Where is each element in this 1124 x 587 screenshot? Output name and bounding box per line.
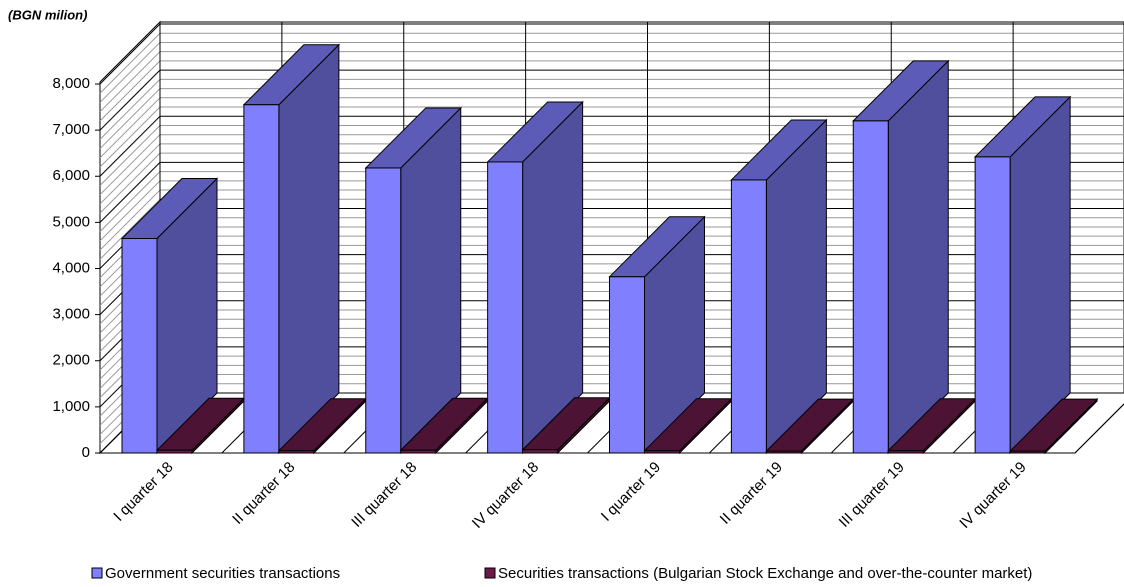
bar: [609, 276, 645, 454]
grid-line: [99, 69, 161, 131]
bar: [974, 156, 1011, 454]
y-tick-label: 7,000: [52, 121, 90, 138]
bar-side: [278, 43, 340, 455]
x-tick-label: II quarter 18: [229, 459, 298, 528]
minor-grid: [99, 78, 161, 140]
bar: [852, 120, 889, 454]
y-tick-label: 8,000: [52, 75, 90, 92]
minor-grid: [99, 198, 161, 260]
x-tick-label: I quarter 19: [598, 459, 664, 525]
minor-grid: [99, 125, 161, 186]
legend-swatch: [484, 567, 496, 579]
y-tick-label: 0: [82, 444, 90, 461]
minor-grid: [99, 97, 161, 159]
bar: [487, 161, 524, 454]
grid-line: [99, 115, 161, 177]
y-tick-label: 2,000: [52, 352, 90, 369]
y-tick-label: 1,000: [52, 398, 90, 415]
bar: [887, 450, 924, 454]
bar: [400, 449, 437, 454]
x-tick-label: III quarter 18: [348, 459, 420, 531]
minor-grid: [99, 51, 161, 113]
unit-label: (BGN milion): [8, 7, 87, 22]
minor-grid: [99, 88, 161, 149]
y-tick-label: 4,000: [52, 259, 90, 276]
minor-grid: [99, 42, 161, 103]
minor-grid: [99, 32, 161, 94]
bar: [243, 104, 280, 454]
y-tick-label: 5,000: [52, 213, 90, 230]
bar: [522, 449, 559, 454]
x-tick-label: I quarter 18: [110, 459, 176, 525]
bar-side: [887, 59, 949, 455]
minor-grid: [99, 106, 161, 168]
grid-line: [99, 162, 161, 223]
bar: [156, 449, 193, 454]
y-tick-label: 6,000: [52, 167, 90, 184]
bar: [365, 167, 402, 454]
grid-line: [99, 23, 161, 85]
x-tick-label: IV quarter 18: [469, 459, 542, 532]
bar: [1009, 450, 1046, 454]
bar: [730, 179, 767, 454]
bar: [644, 450, 680, 454]
bar: [278, 450, 315, 454]
minor-grid: [99, 143, 161, 205]
x-tick-label: IV quarter 19: [956, 459, 1029, 532]
legend-label: Securities transactions (Bulgarian Stock…: [498, 565, 1032, 582]
bar: [121, 238, 158, 454]
legend-label: Government securities transactions: [105, 565, 340, 582]
minor-grid: [99, 60, 161, 122]
bar: [765, 450, 802, 454]
minor-grid: [99, 189, 161, 251]
minor-grid: [99, 152, 161, 214]
floor-divider: [1074, 403, 1124, 454]
x-tick-label: II quarter 19: [717, 459, 786, 528]
y-tick-label: 3,000: [52, 306, 90, 323]
minor-grid: [99, 180, 161, 242]
x-tick-label: III quarter 19: [836, 459, 908, 531]
minor-grid: [99, 134, 161, 196]
minor-grid: [99, 171, 161, 232]
legend-swatch: [91, 567, 103, 579]
